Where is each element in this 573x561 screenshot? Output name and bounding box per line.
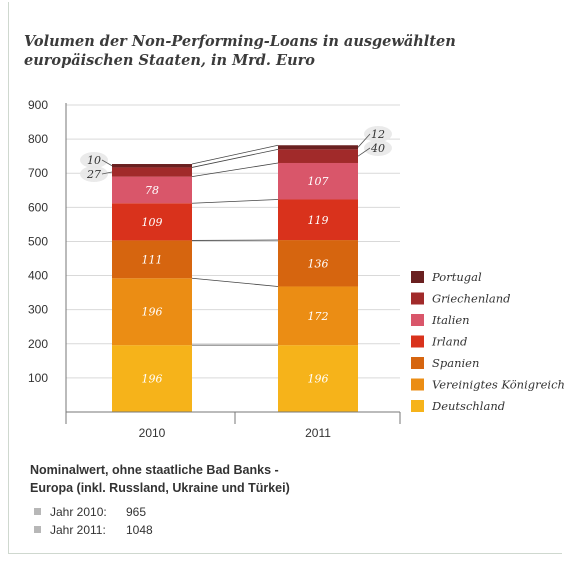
- legend-label: Irland: [431, 335, 467, 349]
- callout-bubble: [364, 140, 392, 156]
- x-tick-label: 2011: [305, 426, 331, 440]
- callout-line: [357, 133, 371, 148]
- y-tick-label: 900: [28, 98, 48, 112]
- data-label: 196: [142, 373, 163, 386]
- y-tick-label: 800: [28, 132, 48, 146]
- legend-label: Portugal: [431, 270, 482, 284]
- legend-label: Spanien: [432, 356, 479, 370]
- y-tick-label: 300: [28, 303, 48, 317]
- total-value: 965: [126, 505, 147, 519]
- total-label: Jahr 2010:: [50, 505, 107, 519]
- connector-line: [191, 199, 279, 204]
- total-row-2010: Jahr 2010: 965: [34, 505, 146, 519]
- legend-label: Deutschland: [431, 399, 505, 413]
- total-label: Jahr 2011:: [50, 523, 106, 537]
- callout-bubble: [80, 152, 108, 168]
- total-value: 1048: [126, 523, 153, 537]
- callout-bubble: [80, 166, 108, 182]
- x-axis: 2010 2011: [65, 103, 401, 440]
- data-label: 12: [371, 128, 385, 141]
- connector-line: [191, 148, 279, 168]
- legend-swatch: [411, 314, 424, 326]
- legend-label: Vereinigtes Königreich: [432, 378, 565, 392]
- bar-segment: [112, 167, 192, 177]
- bar-segment: [112, 176, 192, 204]
- data-label: 27: [86, 168, 101, 181]
- chart-frame: [8, 2, 562, 554]
- data-label: 111: [142, 253, 163, 266]
- y-tick-label: 200: [28, 337, 48, 351]
- bar-segment: [112, 164, 192, 168]
- bar-segment: [278, 345, 358, 412]
- segment-connectors: [191, 144, 279, 346]
- callout-line: [101, 171, 113, 175]
- x-tick-label: 2010: [139, 426, 166, 440]
- legend-swatch: [411, 271, 424, 283]
- footnote: Nominalwert, ohne staatliche Bad Banks -…: [30, 461, 330, 497]
- legend-label: Griechenland: [432, 292, 511, 306]
- footnote-line-1: Nominalwert, ohne staatliche Bad Banks -: [30, 463, 279, 477]
- y-tick-label: 400: [28, 269, 48, 283]
- chart-title: Volumen der Non-Performing-Loans in ausg…: [24, 33, 456, 69]
- legend-swatch: [411, 357, 424, 369]
- bar-segment: [278, 199, 358, 241]
- y-tick-label: 500: [28, 234, 48, 248]
- data-label: 40: [370, 142, 385, 155]
- bar-segment: [112, 278, 192, 346]
- data-label: 136: [308, 257, 329, 270]
- callout-line: [357, 147, 371, 157]
- legend-swatch: [411, 335, 424, 348]
- bar-segment: [278, 162, 358, 200]
- data-label: 10: [87, 154, 101, 167]
- bar-segment: [278, 149, 358, 163]
- data-label: 109: [142, 216, 163, 229]
- legend: Portugal Griechenland Italien Irland Spanien…: [411, 270, 565, 413]
- y-tick-label: 600: [28, 200, 48, 214]
- data-label: 172: [308, 310, 329, 323]
- y-tick-label: 100: [28, 371, 48, 385]
- y-axis-labels: 900 800 700 600 500 400 300 200 100: [28, 98, 48, 385]
- legend-swatch: [411, 400, 424, 412]
- y-tick-label: 700: [28, 166, 48, 180]
- bar-segment: [278, 145, 358, 150]
- bullet-square-icon: [34, 508, 41, 515]
- legend-swatch: [411, 378, 424, 391]
- data-label: 196: [142, 306, 163, 319]
- callout-bubble: [364, 126, 392, 142]
- callout-line: [101, 159, 113, 167]
- total-row-2011: Jahr 2011: 1048: [34, 523, 153, 537]
- connector-line: [191, 277, 279, 287]
- data-label: 107: [308, 175, 329, 188]
- connector-line: [191, 162, 279, 178]
- legend-swatch: [411, 292, 424, 305]
- bar-segment: [112, 345, 192, 412]
- connector-line: [191, 144, 279, 165]
- footnote-line-2: Europa (inkl. Russland, Ukraine und Türk…: [30, 481, 290, 495]
- data-label: 78: [145, 184, 159, 197]
- bullet-square-icon: [34, 526, 41, 533]
- bar-segment: [112, 240, 192, 279]
- bar-segment: [278, 286, 358, 346]
- data-label: 119: [308, 214, 329, 227]
- legend-label: Italien: [431, 313, 470, 327]
- bar-segment: [112, 203, 192, 241]
- data-label: 196: [308, 373, 329, 386]
- bar-segment: [278, 240, 358, 287]
